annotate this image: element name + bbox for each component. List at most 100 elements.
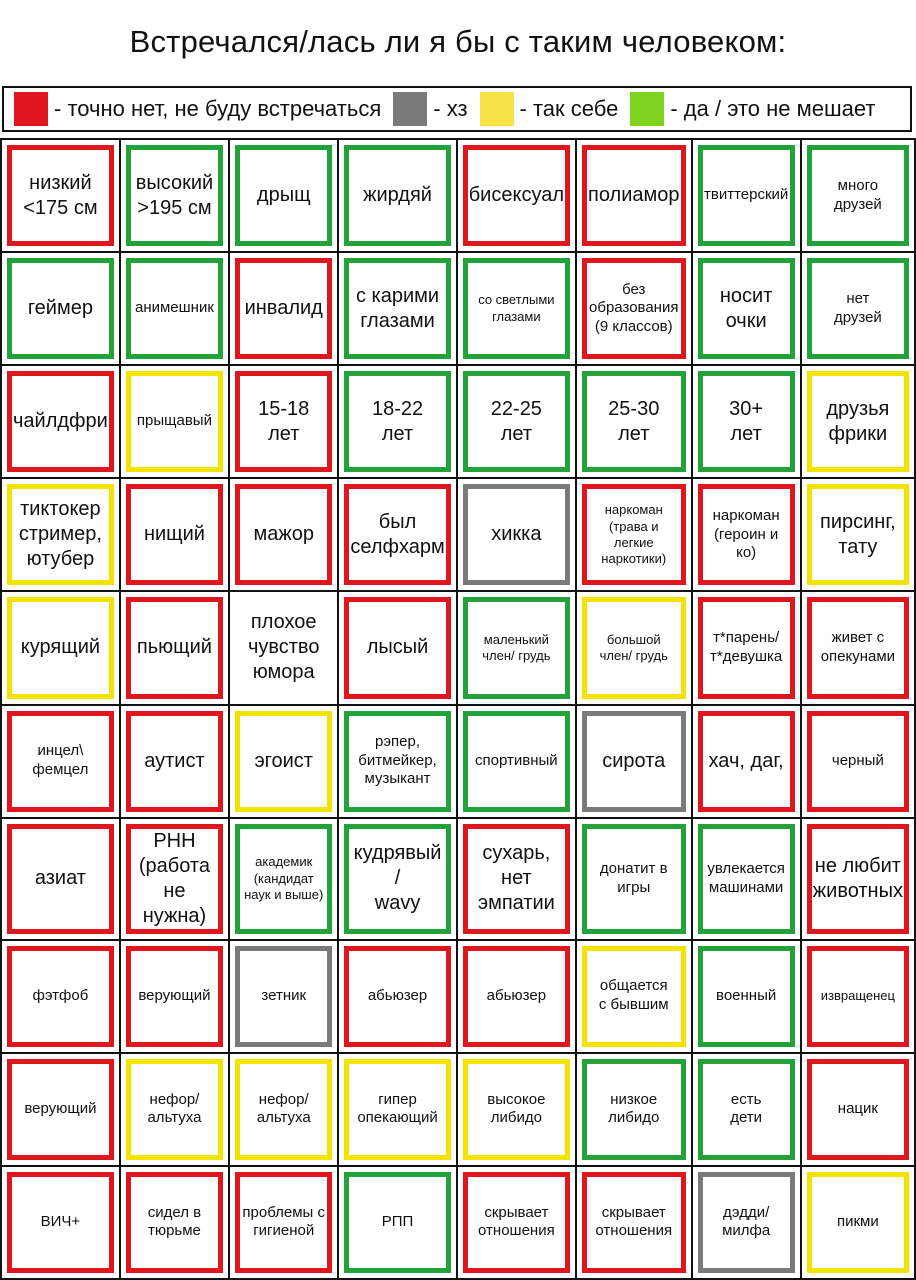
cell-label: нацик <box>806 1058 909 1160</box>
grid-cell: нищий <box>120 479 231 593</box>
grid-cell: без образования (9 классов) <box>577 253 693 367</box>
swatch-red <box>14 92 48 126</box>
cell-label: азиат <box>7 823 114 934</box>
grid-cell: абьюзер <box>339 940 458 1054</box>
grid-cell: гипер опекающий <box>339 1053 458 1167</box>
cell-label: был селфхарм <box>344 484 451 586</box>
cell-label: плохое чувство юмора <box>247 611 320 684</box>
grid-cell: спортивный <box>457 705 578 819</box>
grid-cell: маленький член/ грудь <box>457 592 578 706</box>
grid-cell: лысый <box>339 592 458 706</box>
grid-cell: эгоист <box>230 705 340 819</box>
cell-label: нефор/ альтуха <box>235 1058 333 1160</box>
legend-item-red: - точно нет, не буду встречаться <box>14 92 381 126</box>
cell-label: мажор <box>235 484 333 586</box>
legend-item-gray: - хз <box>393 92 468 126</box>
cell-label: жирдяй <box>344 145 451 247</box>
cell-label: наркоман (трава и легкие наркотики) <box>582 484 686 586</box>
grid-cell: инцел\ фемцел <box>2 705 121 819</box>
legend: - точно нет, не буду встречаться - хз - … <box>2 86 912 132</box>
grid-cell: наркоман (трава и легкие наркотики) <box>577 479 693 593</box>
grid-cell: сидел в тюрьме <box>120 1166 231 1280</box>
cell-label: абьюзер <box>462 945 571 1047</box>
grid-cell: нет друзей <box>801 253 916 367</box>
legend-label: - точно нет, не буду встречаться <box>54 96 382 121</box>
cell-label: зетник <box>235 945 333 1047</box>
grid-cell: проблемы с гигиеной <box>230 1166 340 1280</box>
grid-cell: пьющий <box>120 592 231 706</box>
cell-label: хикка <box>462 484 571 586</box>
cell-label: дэдди/ милфа <box>697 1171 795 1273</box>
grid-cell: анимешник <box>120 253 231 367</box>
cell-label: 30+ лет <box>697 371 795 473</box>
cell-label: пикми <box>806 1171 909 1273</box>
grid-cell: академик (кандидат наук и выше) <box>230 818 340 941</box>
grid-cell: 25-30 лет <box>577 366 693 480</box>
grid-cell: прыщавый <box>120 366 231 480</box>
grid-cell: кудрявый / wavy <box>339 818 458 941</box>
cell-label: извращенец <box>806 945 909 1047</box>
cell-label: фэтфоб <box>7 945 114 1047</box>
cell-label: пирсинг, тату <box>806 484 909 586</box>
grid-cell: тиктокер стример, ютубер <box>2 479 121 593</box>
grid-cell: плохое чувство юмора <box>230 592 340 706</box>
cell-label: абьюзер <box>344 945 451 1047</box>
cell-label: не любит животных <box>806 823 909 934</box>
cell-label: твиттерский <box>697 145 795 247</box>
grid-cell: т*парень/ т*девушка <box>692 592 802 706</box>
cell-label: хач, даг, <box>697 710 795 812</box>
cell-label: аутист <box>125 710 224 812</box>
cell-label: инцел\ фемцел <box>7 710 114 812</box>
grid-cell: военный <box>692 940 802 1054</box>
page-title: Встречался/лась ли я бы с таким человеко… <box>129 24 787 59</box>
grid-cell: рэпер, битмейкер, музыкант <box>339 705 458 819</box>
cell-label: т*парень/ т*девушка <box>697 597 795 699</box>
grid-cell: аутист <box>120 705 231 819</box>
cell-label: наркоман (героин и ко) <box>697 484 795 586</box>
bingo-grid: низкий <175 см высокий >195 см дрыщ жирдяй б… <box>0 138 916 1280</box>
grid-cell: чайлдфри <box>2 366 121 480</box>
cell-label: есть дети <box>697 1058 795 1160</box>
grid-cell: азиат <box>2 818 121 941</box>
cell-label: много друзей <box>806 145 909 247</box>
cell-label: инвалид <box>235 258 333 360</box>
cell-label: 22-25 лет <box>462 371 571 473</box>
grid-cell: геймер <box>2 253 121 367</box>
grid-cell: низкое либидо <box>577 1053 693 1167</box>
grid-cell: извращенец <box>801 940 916 1054</box>
grid-cell: донатит в игры <box>577 818 693 941</box>
cell-label: полиамор <box>582 145 686 247</box>
cell-label: скрывает отношения <box>462 1171 571 1273</box>
grid-cell: ВИЧ+ <box>2 1166 121 1280</box>
cell-label: высокое либидо <box>462 1058 571 1160</box>
grid-cell: друзья фрики <box>801 366 916 480</box>
cell-label: носит очки <box>697 258 795 360</box>
grid-cell: не любит животных <box>801 818 916 941</box>
grid-cell: носит очки <box>692 253 802 367</box>
grid-cell: пикми <box>801 1166 916 1280</box>
cell-label: анимешник <box>125 258 224 360</box>
grid-cell: общается с бывшим <box>577 940 693 1054</box>
grid-cell: 18-22 лет <box>339 366 458 480</box>
grid-cell: со светлыми глазами <box>457 253 578 367</box>
grid-cell: 22-25 лет <box>457 366 578 480</box>
grid-cell: нефор/ альтуха <box>230 1053 340 1167</box>
grid-cell: инвалид <box>230 253 340 367</box>
grid-cell: наркоман (героин и ко) <box>692 479 802 593</box>
grid-cell: нефор/ альтуха <box>120 1053 231 1167</box>
cell-label: сирота <box>582 710 686 812</box>
cell-label: общается с бывшим <box>582 945 686 1047</box>
grid-cell: черный <box>801 705 916 819</box>
legend-item-green: - да / это не мешает <box>630 92 875 126</box>
cell-label: чайлдфри <box>7 371 114 473</box>
cell-label: дрыщ <box>235 145 333 247</box>
cell-label: маленький член/ грудь <box>462 597 571 699</box>
grid-cell: дрыщ <box>230 140 340 254</box>
grid-cell: хикка <box>457 479 578 593</box>
grid-cell: высокое либидо <box>457 1053 578 1167</box>
grid-cell: сирота <box>577 705 693 819</box>
legend-label: - хз <box>433 96 468 121</box>
cell-label: пьющий <box>125 597 224 699</box>
grid-cell: твиттерский <box>692 140 802 254</box>
cell-label: академик (кандидат наук и выше) <box>235 823 333 934</box>
